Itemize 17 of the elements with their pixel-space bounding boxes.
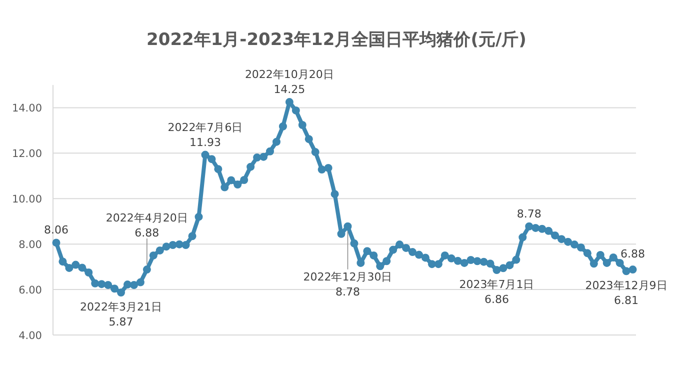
annotation: 2023年12月9日 6.81: [585, 279, 668, 308]
annotation: 8.06: [44, 224, 68, 237]
y-tick-label: 14.00: [12, 102, 42, 115]
annotation: 2022年4月20日 6.88: [106, 212, 188, 240]
chart-title: 2022年1月-2023年12月全国日平均猪价(元/斤): [146, 30, 526, 50]
y-tick-label: 6.00: [18, 284, 42, 297]
annotation: 2022年7月6日 11.93: [168, 120, 243, 149]
annotation: 6.88: [620, 248, 646, 261]
annotation: 2022年12月30日 8.78: [303, 270, 392, 298]
y-tick-label: 8.00: [18, 239, 42, 252]
annotation: 2023年7月1日 6.86: [459, 278, 534, 306]
annotation: 2022年10月20日 14.25: [244, 68, 334, 96]
y-tick-label: 10.00: [12, 194, 42, 206]
annotation: 2022年3月21日 5.87: [80, 300, 162, 328]
annotation: 8.78: [516, 207, 542, 220]
y-tick-label: 12.00: [12, 148, 42, 160]
y-tick-label: 4.00: [18, 330, 42, 342]
